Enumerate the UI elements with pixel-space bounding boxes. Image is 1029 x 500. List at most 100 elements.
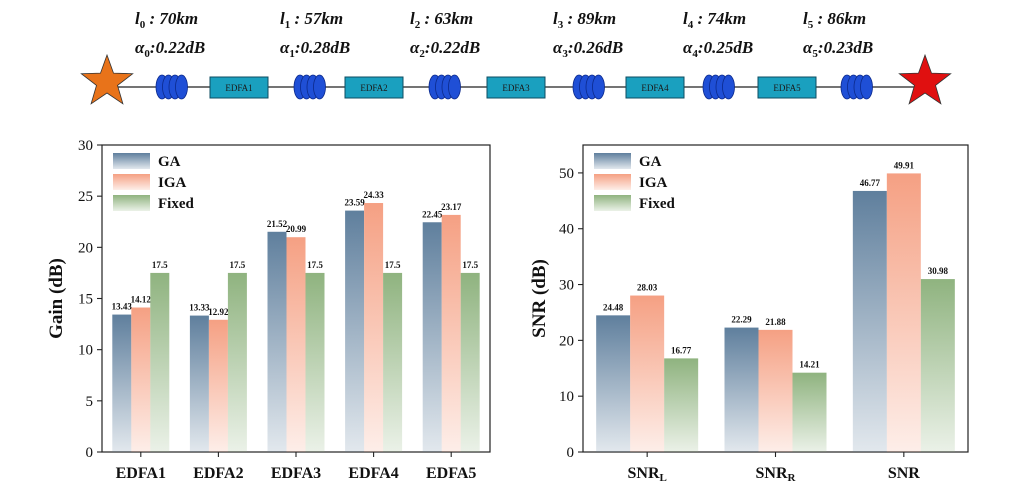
amplifier-box: [344, 76, 404, 99]
span-loss-label: α4:0.25dB: [683, 38, 753, 60]
amplifier-block: EDFA5: [757, 76, 817, 99]
span-loss-symbol: α: [280, 38, 290, 57]
span-parameters: l0 : 70km α0:0.22dB: [135, 9, 205, 60]
amplifier-box: [209, 76, 269, 99]
y-tick-label: 10: [78, 343, 93, 359]
bar-value-label: 14.21: [799, 360, 820, 370]
bar-ga: [112, 314, 132, 452]
bar-iga: [758, 329, 793, 452]
x-category-label: EDFA1: [116, 465, 166, 482]
bar-iga: [886, 173, 921, 453]
bar-ga: [267, 231, 287, 452]
x-category-label: EDFA2: [193, 465, 243, 482]
span-loss-symbol: α: [135, 38, 145, 57]
span-length-value: : 57km: [290, 9, 343, 28]
span-loss-label: α2:0.22dB: [410, 38, 480, 60]
bar-ga: [724, 327, 759, 452]
fiber-coil-loop: [313, 74, 326, 100]
span-loss-value: :0.25dB: [698, 38, 753, 57]
x-category-main: SNR: [888, 465, 920, 482]
bar-fixed: [460, 272, 480, 452]
span-length-symbol: l: [135, 9, 140, 28]
bar-iga: [208, 319, 228, 452]
bar-iga: [131, 307, 151, 452]
span-loss-label: α3:0.26dB: [553, 38, 623, 60]
y-tick-label: 15: [78, 292, 93, 308]
span-length-value: : 86km: [813, 9, 866, 28]
span-length-label: l3 : 89km: [553, 9, 616, 31]
legend-label: GA: [158, 154, 181, 170]
span-length-symbol: l: [280, 9, 285, 28]
span-length-symbol: l: [803, 9, 808, 28]
span-length-subscript: 5: [808, 19, 814, 31]
span-loss-value: :0.28dB: [295, 38, 350, 57]
legend-label: Fixed: [639, 196, 675, 212]
bar-value-label: 22.29: [731, 315, 752, 325]
amplifier-label: EDFA5: [773, 83, 801, 93]
span-loss-subscript: 4: [692, 48, 698, 60]
span-loss-subscript: 2: [419, 48, 425, 60]
bar-value-label: 13.33: [189, 303, 210, 313]
span-length-value: : 74km: [693, 9, 746, 28]
legend-label: Fixed: [158, 196, 194, 212]
span-loss-value: :0.22dB: [150, 38, 205, 57]
span-length-symbol: l: [553, 9, 558, 28]
fiber-coil-icon: [293, 74, 326, 100]
y-tick-label: 30: [559, 278, 574, 294]
bar-value-label: 17.5: [230, 260, 246, 270]
amplifier-box: [757, 76, 817, 99]
bar-value-label: 23.17: [441, 202, 462, 212]
y-tick-label: 50: [559, 166, 574, 182]
y-axis-title: SNR (dB): [529, 259, 550, 338]
span-loss-label: α0:0.22dB: [135, 38, 205, 60]
span-length-value: : 63km: [420, 9, 473, 28]
span-loss-subscript: 1: [289, 48, 295, 60]
span-length-subscript: 3: [558, 19, 564, 31]
fiber-coil-icon: [155, 74, 188, 100]
span-parameters: l4 : 74km α4:0.25dB: [683, 9, 753, 60]
span-loss-label: α1:0.28dB: [280, 38, 350, 60]
bar-value-label: 23.59: [344, 198, 365, 208]
receiver-star-icon: [898, 53, 952, 105]
bar-value-label: 28.03: [637, 283, 658, 293]
amplifier-block: EDFA3: [486, 76, 546, 99]
legend-swatch: [113, 153, 150, 169]
bar-iga: [441, 214, 461, 452]
bar-fixed: [664, 358, 699, 452]
y-tick-label: 5: [86, 394, 94, 410]
amplifier-label: EDFA1: [225, 83, 252, 93]
bar-value-label: 22.45: [422, 209, 443, 219]
amplifier-label: EDFA4: [641, 83, 669, 93]
span-length-subscript: 0: [140, 19, 146, 31]
x-category-main: SNR: [756, 465, 788, 482]
bar-value-label: 30.98: [928, 266, 949, 276]
span-length-label: l1 : 57km: [280, 9, 343, 31]
legend-swatch: [113, 174, 150, 190]
bar-value-label: 21.52: [267, 219, 288, 229]
fiber-coil-loop: [175, 74, 188, 100]
bar-value-label: 16.77: [671, 345, 692, 355]
legend-label: IGA: [639, 175, 668, 191]
legend-swatch: [113, 195, 150, 211]
bar-value-label: 24.33: [363, 190, 384, 200]
x-category-label: EDFA3: [271, 465, 321, 482]
bar-value-label: 17.5: [307, 260, 323, 270]
fiber-coil-loop: [592, 74, 605, 100]
span-length-value: : 70km: [145, 9, 198, 28]
legend-swatch: [594, 174, 631, 190]
bar-value-label: 21.88: [765, 317, 786, 327]
span-parameters: l3 : 89km α3:0.26dB: [553, 9, 623, 60]
bar-fixed: [150, 272, 170, 452]
y-tick-label: 10: [559, 389, 574, 405]
bar-value-label: 13.43: [112, 302, 133, 312]
bar-value-label: 46.77: [860, 178, 881, 188]
fiber-coil-loop: [448, 74, 461, 100]
x-category-subscript: L: [660, 472, 667, 484]
span-length-label: l5 : 86km: [803, 9, 866, 31]
y-axis-title: Gain (dB): [46, 258, 67, 339]
span-length-label: l4 : 74km: [683, 9, 746, 31]
bar-fixed: [227, 272, 247, 452]
